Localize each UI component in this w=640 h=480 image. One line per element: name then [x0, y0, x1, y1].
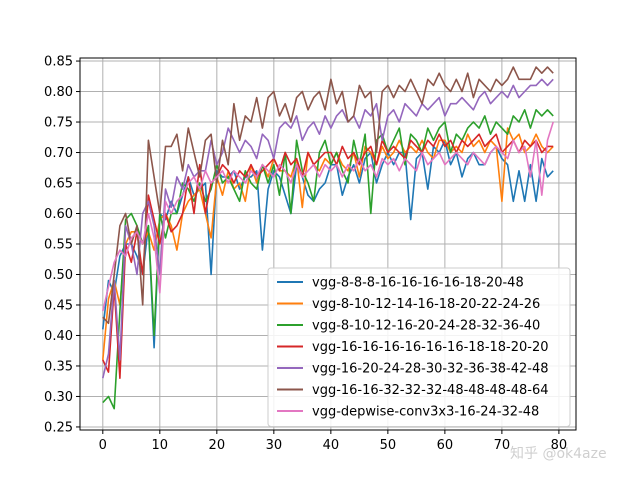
- x-axis: 0 10 20 30 40 50 60 70 80: [99, 430, 568, 453]
- legend-label: vgg-16-16-16-16-16-16-18-18-20-20: [312, 340, 549, 355]
- x-tick-label: 40: [323, 438, 340, 453]
- x-tick-label: 50: [380, 438, 397, 453]
- x-tick-label: 20: [209, 438, 226, 453]
- y-tick-label: 0.30: [44, 390, 73, 405]
- y-tick-label: 0.55: [44, 238, 73, 253]
- legend-label: vgg-8-10-12-14-16-18-20-22-24-26: [312, 297, 540, 312]
- watermark: 知乎 @ok4aze: [510, 445, 607, 462]
- y-tick-label: 0.60: [44, 207, 73, 222]
- x-tick-label: 80: [551, 438, 568, 453]
- series-layer: [102, 66, 554, 410]
- legend-label: vgg-8-10-12-16-20-24-28-32-36-40: [312, 319, 540, 334]
- series-line: [102, 66, 554, 325]
- series-line: [102, 133, 554, 380]
- y-tick-label: 0.50: [44, 268, 73, 283]
- x-tick-label: 70: [494, 438, 511, 453]
- y-tick-label: 0.80: [44, 85, 73, 100]
- y-tick-label: 0.70: [44, 146, 73, 161]
- y-tick-label: 0.75: [44, 116, 73, 131]
- x-tick-label: 0: [99, 438, 107, 453]
- x-tick-label: 30: [266, 438, 283, 453]
- y-tick-label: 0.45: [44, 298, 73, 313]
- y-tick-label: 0.40: [44, 329, 73, 344]
- y-tick-label: 0.85: [44, 55, 73, 70]
- x-tick-label: 60: [437, 438, 454, 453]
- legend-label: vgg-depwise-conv3x3-16-24-32-48: [312, 405, 539, 420]
- x-tick-label: 10: [152, 438, 169, 453]
- y-tick-label: 0.65: [44, 177, 73, 192]
- y-tick-label: 0.35: [44, 359, 73, 374]
- legend-box: [267, 267, 571, 427]
- legend-label: vgg-16-16-32-32-32-48-48-48-48-64: [312, 383, 549, 398]
- legend-label: vgg-16-20-24-28-30-32-36-38-42-48: [312, 362, 549, 377]
- y-axis: 0.25 0.30 0.35 0.40 0.45 0.50 0.55 0.60 0.65 0.70…: [44, 55, 80, 435]
- series-line: [102, 78, 554, 379]
- series-line: [102, 127, 554, 360]
- legend: vgg-8-8-8-16-16-16-16-18-20-48 vgg-8-10-1…: [267, 267, 571, 427]
- legend-label: vgg-8-8-8-16-16-16-16-18-20-48: [312, 276, 524, 291]
- series-line: [102, 121, 554, 312]
- y-tick-label: 0.25: [44, 420, 73, 435]
